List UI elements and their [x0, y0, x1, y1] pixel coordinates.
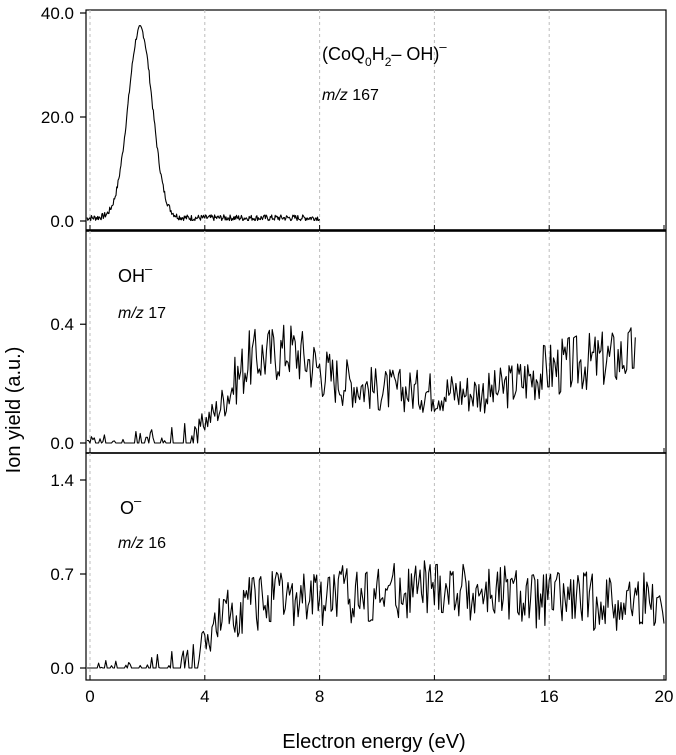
panel-2-frame	[85, 230, 667, 454]
series-line-panel-3	[87, 560, 665, 669]
y-tick-label-p3-2: 1.4	[50, 471, 74, 490]
y-tick-label-p1-1: 20.0	[41, 108, 74, 127]
panel-3-label: O–	[120, 493, 142, 518]
y-tick-label-p3-1: 0.7	[50, 565, 74, 584]
y-tick-label-p2-0: 0.0	[50, 434, 74, 453]
series-line-panel-2	[87, 324, 636, 444]
y-tick-label-p1-0: 0.0	[50, 212, 74, 231]
y-tick-label-p1-2: 40.0	[41, 4, 74, 23]
panel-1-mz: m/z 167	[322, 87, 379, 104]
x-tick-label-1: 4	[200, 687, 209, 706]
x-tick-label-2: 8	[315, 687, 324, 706]
axis-ticks	[80, 12, 665, 680]
y-tick-label-p2-1: 0.4	[50, 315, 74, 334]
panel-3-frame	[85, 452, 667, 681]
panel-2-mz: m/z 17	[118, 305, 166, 322]
grid-lines	[89, 10, 550, 680]
x-tick-label-0: 0	[85, 687, 94, 706]
x-axis-title: Electron energy (eV)	[282, 731, 465, 753]
tick-labels: 0.0 20.0 40.0 0.0 0.4 0.0 0.7 1.4 0 4 8 12 16 20	[41, 4, 674, 706]
panel-1-frame	[85, 9, 667, 231]
x-tick-label-3: 12	[425, 687, 444, 706]
panel-1-label: (CoQ0H2– OH)–	[322, 39, 447, 69]
y-tick-label-p3-0: 0.0	[50, 659, 74, 678]
panel-2-label: OH–	[118, 261, 153, 286]
x-tick-label-4: 16	[540, 687, 559, 706]
x-tick-label-5: 20	[655, 687, 674, 706]
panel-3-mz: m/z 16	[118, 535, 166, 552]
y-axis-title: Ion yield (a.u.)	[3, 347, 25, 474]
series-line-panel-1	[86, 24, 321, 222]
series-lines	[86, 24, 665, 669]
